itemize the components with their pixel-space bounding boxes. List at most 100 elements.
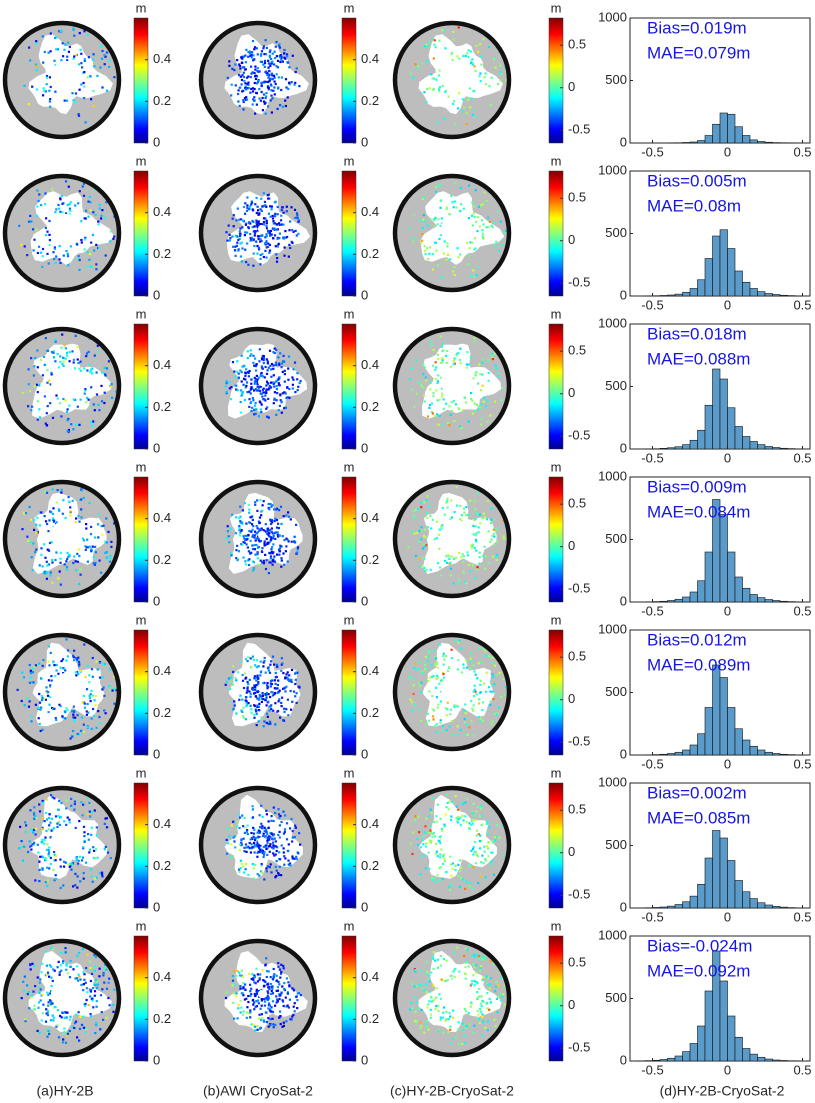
map-pixel — [88, 674, 90, 676]
map-pixel — [226, 380, 228, 382]
map-pixel — [104, 541, 106, 543]
map-pixel — [446, 350, 448, 352]
map-pixel — [97, 668, 99, 670]
map-pixel — [67, 863, 69, 865]
map-pixel — [432, 958, 434, 960]
map-pixel — [241, 79, 243, 81]
map-pixel — [104, 374, 106, 376]
map-pixel — [429, 841, 431, 843]
map-pixel — [253, 677, 255, 679]
map-pixel — [63, 1027, 65, 1029]
map-pixel — [266, 854, 268, 856]
map-pixel — [72, 730, 74, 732]
map-pixel — [96, 826, 98, 828]
map-pixel — [65, 180, 67, 182]
map-pixel — [279, 717, 281, 719]
map-pixel — [68, 554, 70, 556]
map-pixel — [228, 381, 230, 383]
map-pixel — [452, 103, 454, 105]
map-pixel — [472, 224, 474, 226]
colorbar-tick-label: 0 — [568, 232, 575, 247]
map-pixel — [491, 225, 493, 227]
map-pixel — [98, 351, 100, 353]
map-pixel — [46, 849, 48, 851]
map-pixel — [259, 849, 261, 851]
map-pixel — [36, 532, 38, 534]
map-pixel — [411, 853, 413, 855]
map-pixel — [276, 554, 278, 556]
map-pixel — [238, 63, 240, 65]
map-pixel — [480, 861, 482, 863]
map-pixel — [261, 1005, 263, 1007]
map-pixel — [47, 350, 49, 352]
map-pixel — [478, 988, 480, 990]
histogram-bar — [705, 405, 713, 449]
map-pixel — [95, 244, 97, 246]
map-pixel — [257, 385, 259, 387]
map-pixel — [250, 238, 252, 240]
map-pixel — [61, 489, 63, 491]
map-pixel — [468, 97, 470, 99]
map-pixel — [273, 374, 275, 376]
map-pixel — [42, 665, 44, 667]
map-pixel — [297, 852, 299, 854]
map-pixel — [451, 201, 453, 203]
map-pixel — [465, 1010, 467, 1012]
map-pixel — [52, 251, 54, 253]
map-pixel — [253, 245, 255, 247]
map-pixel — [441, 361, 443, 363]
map-pixel — [243, 850, 245, 852]
map-pixel — [281, 366, 283, 368]
map-pixel — [271, 527, 273, 529]
map-pixel — [259, 258, 261, 260]
map-pixel — [458, 582, 460, 584]
map-pixel — [81, 1024, 83, 1026]
map-pixel — [413, 515, 415, 517]
map-pixel — [85, 523, 87, 525]
map-pixel — [238, 699, 240, 701]
map-pixel — [94, 562, 96, 564]
map-pixel — [454, 952, 456, 954]
map-pixel — [452, 862, 454, 864]
map-pixel — [99, 968, 101, 970]
map-pixel — [39, 416, 41, 418]
map-pixel — [97, 984, 99, 986]
map-pixel — [492, 556, 494, 558]
map-pixel — [261, 367, 263, 369]
map-pixel — [246, 704, 248, 706]
map-pixel — [442, 673, 444, 675]
map-pixel — [85, 549, 87, 551]
histogram-bar — [743, 892, 751, 908]
x-tick-label: 0.5 — [793, 297, 811, 312]
map-pixel — [446, 708, 448, 710]
map-pixel — [238, 525, 240, 527]
histogram-bar — [698, 581, 706, 602]
map-pixel — [283, 564, 285, 566]
map-pixel — [249, 984, 251, 986]
histogram-bar — [660, 907, 668, 908]
map-pixel — [27, 851, 29, 853]
map-pixel — [456, 505, 458, 507]
map-pixel — [480, 1011, 482, 1013]
map-pixel — [28, 103, 30, 105]
histogram-bar — [668, 601, 676, 603]
map-pixel — [277, 60, 279, 62]
map-pixel — [244, 560, 246, 562]
map-pixel — [258, 88, 260, 90]
map-pixel — [482, 824, 484, 826]
histogram-bar — [660, 296, 668, 297]
map-pixel — [238, 248, 240, 250]
map-pixel — [242, 108, 244, 110]
map-pixel — [283, 708, 285, 710]
map-pixel — [416, 838, 418, 840]
map-pixel — [453, 558, 455, 560]
map-pixel — [431, 676, 433, 678]
map-pixel — [247, 660, 249, 662]
colorbar-unit: m — [551, 306, 562, 321]
map-pixel — [73, 706, 75, 708]
map-pixel — [240, 543, 242, 545]
map-pixel — [256, 675, 258, 677]
map-pixel — [280, 59, 282, 61]
map-pixel — [458, 1043, 460, 1045]
map-pixel — [461, 802, 463, 804]
